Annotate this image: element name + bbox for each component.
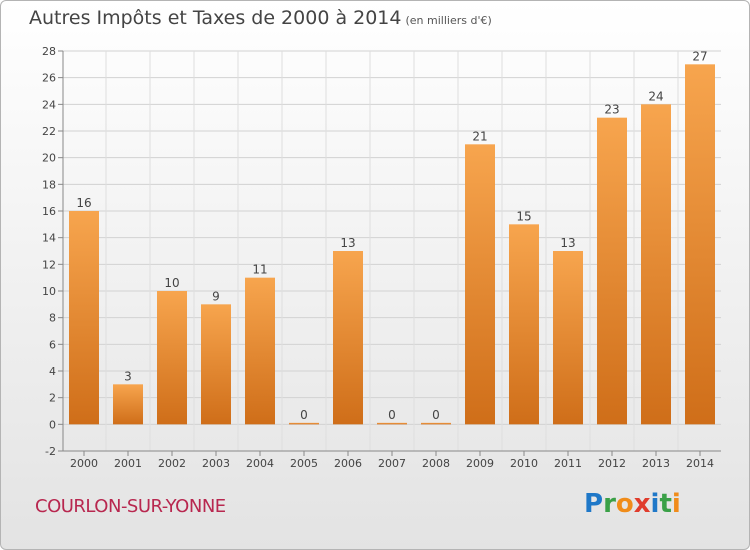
data-label-2007: 0	[388, 408, 396, 422]
y-tick-label: 6	[49, 338, 56, 351]
y-tick-label: 12	[42, 258, 56, 271]
bar-2014	[685, 64, 715, 425]
bar-2012	[597, 117, 627, 425]
x-tick-label-2011: 2011	[554, 457, 582, 470]
y-tick-label: 8	[49, 312, 56, 325]
x-tick-label-2013: 2013	[642, 457, 670, 470]
x-tick-label-2010: 2010	[510, 457, 538, 470]
data-label-2001: 3	[124, 369, 132, 383]
y-tick-label: 0	[49, 418, 56, 431]
town-name: COURLON-SUR-YONNE	[35, 496, 226, 517]
bar-2006	[333, 251, 363, 425]
data-label-2004: 11	[252, 263, 267, 277]
data-label-2006: 13	[340, 236, 355, 250]
data-label-2000: 16	[76, 196, 91, 210]
x-tick-label-2003: 2003	[202, 457, 230, 470]
bar-2011	[553, 251, 583, 425]
x-tick-label-2006: 2006	[334, 457, 362, 470]
data-label-2012: 23	[604, 103, 619, 117]
bar-2007	[377, 422, 407, 425]
x-tick-label-2007: 2007	[378, 457, 406, 470]
proxiti-logo: Proxiti	[584, 489, 681, 519]
y-tick-label: 2	[49, 392, 56, 405]
y-tick-label: -2	[45, 445, 56, 458]
bar-2008	[421, 422, 451, 425]
x-tick-label-2001: 2001	[114, 457, 142, 470]
data-label-2002: 10	[164, 276, 179, 290]
data-label-2008: 0	[432, 408, 440, 422]
y-tick-label: 4	[49, 365, 56, 378]
bar-2010	[509, 224, 539, 425]
data-label-2013: 24	[648, 89, 663, 103]
bar-2000	[69, 211, 99, 425]
y-tick-label: 14	[42, 232, 56, 245]
data-label-2011: 13	[560, 236, 575, 250]
data-label-2005: 0	[300, 408, 308, 422]
chart-title-text: Autres Impôts et Taxes de 2000 à 2014	[29, 7, 402, 29]
x-tick-label-2009: 2009	[466, 457, 494, 470]
bar-2004	[245, 277, 275, 425]
data-label-2010: 15	[516, 209, 531, 223]
y-tick-label: 16	[42, 205, 56, 218]
bar-2001	[113, 384, 143, 425]
x-tick-label-2014: 2014	[686, 457, 714, 470]
bar-2002	[157, 291, 187, 425]
y-tick-label: 28	[42, 45, 56, 58]
y-tick-label: 26	[42, 72, 56, 85]
y-tick-label: 22	[42, 125, 56, 138]
x-tick-label-2008: 2008	[422, 457, 450, 470]
x-tick-label-2004: 2004	[246, 457, 274, 470]
bar-2003	[201, 304, 231, 425]
bar-2013	[641, 104, 671, 425]
y-tick-label: 18	[42, 178, 56, 191]
bar-2009	[465, 144, 495, 425]
data-label-2003: 9	[212, 289, 220, 303]
y-tick-label: 24	[42, 98, 56, 111]
data-label-2009: 21	[472, 129, 487, 143]
chart-unit: (en milliers d'€)	[405, 14, 492, 27]
data-label-2014: 27	[692, 49, 707, 63]
y-tick-label: 10	[42, 285, 56, 298]
chart-title: Autres Impôts et Taxes de 2000 à 2014 (en…	[29, 7, 492, 29]
bar-2005	[289, 422, 319, 425]
x-tick-label-2005: 2005	[290, 457, 318, 470]
y-tick-label: 20	[42, 152, 56, 165]
x-tick-label-2000: 2000	[70, 457, 98, 470]
x-tick-label-2012: 2012	[598, 457, 626, 470]
x-tick-label-2002: 2002	[158, 457, 186, 470]
